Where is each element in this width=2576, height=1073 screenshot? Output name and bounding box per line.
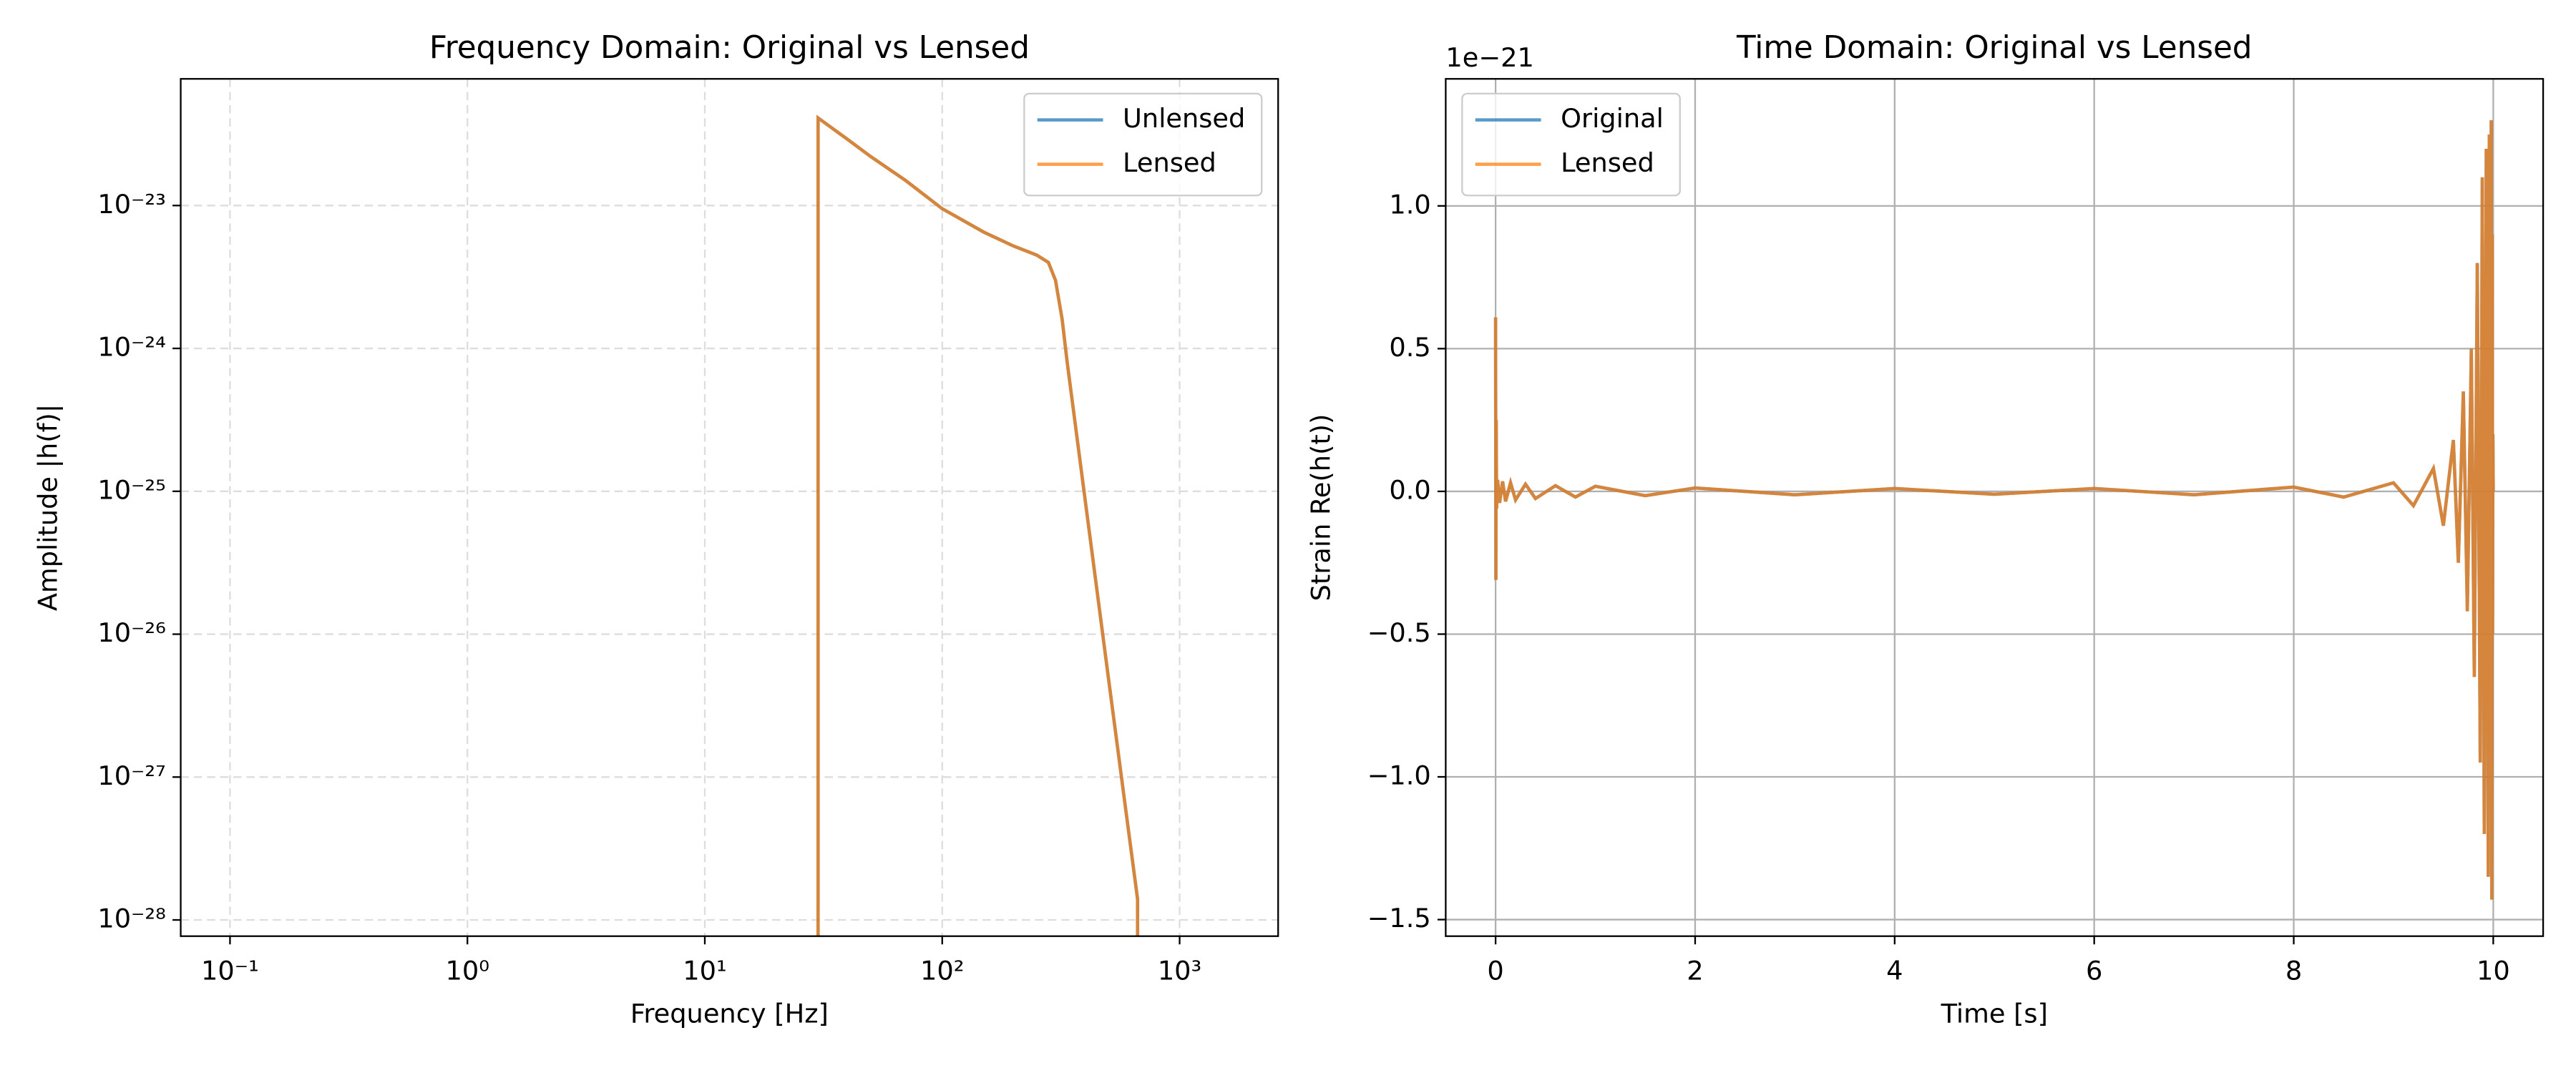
plot-frame [180, 78, 1279, 937]
y-tick-label: 1.0 [1389, 189, 1430, 220]
x-tick-label: 4 [1886, 956, 1903, 986]
x-axis-label: Frequency [Hz] [630, 998, 829, 1029]
y-tick-label: 10⁻²⁷ [97, 760, 166, 791]
y-tick-label: 10⁻²⁶ [97, 617, 166, 648]
y-tick-label: 10⁻²³ [97, 189, 166, 220]
offset-text: 1e−21 [1445, 42, 1533, 73]
x-tick-label: 10³ [1158, 956, 1201, 986]
y-tick-label: 0.0 [1389, 474, 1430, 505]
y-axis-label: Strain Re(h(t)) [1306, 414, 1337, 602]
legend-label: Lensed [1561, 147, 1654, 178]
legend: Unlensed Lensed [1023, 92, 1263, 197]
x-axis-label: Time [s] [1941, 998, 2048, 1029]
x-tick-label: 6 [2086, 956, 2102, 986]
y-tick-label: −0.5 [1367, 617, 1431, 648]
legend: Original Lensed [1461, 92, 1681, 197]
data-line [1493, 120, 2495, 900]
y-tick-label: −1.0 [1367, 760, 1431, 791]
y-tick-label: 10⁻²⁸ [97, 903, 166, 934]
x-tick-label: 10⁰ [445, 956, 489, 986]
x-tick-label: 8 [2285, 956, 2302, 986]
legend-label: Unlensed [1123, 103, 1245, 134]
x-tick-label: 10² [920, 956, 964, 986]
x-tick-label: 10⁻¹ [201, 956, 259, 986]
y-axis-label: Amplitude |h(f)| [32, 404, 64, 611]
x-tick-label: 0 [1487, 956, 1503, 986]
y-tick-label: −1.5 [1367, 903, 1431, 934]
y-tick-label: 10⁻²⁴ [97, 332, 166, 363]
legend-label: Lensed [1123, 147, 1216, 178]
legend-label: Original [1561, 103, 1664, 134]
chart-title: Frequency Domain: Original vs Lensed [429, 30, 1030, 66]
chart-title: Time Domain: Original vs Lensed [1736, 30, 2253, 66]
x-tick-label: 10 [2477, 956, 2510, 986]
y-tick-label: 0.5 [1389, 332, 1430, 363]
y-tick-label: 10⁻²⁵ [97, 474, 166, 505]
plot-frame [1445, 78, 2545, 937]
data-line [816, 114, 1140, 936]
x-tick-label: 2 [1687, 956, 1703, 986]
x-tick-label: 10¹ [683, 956, 726, 986]
